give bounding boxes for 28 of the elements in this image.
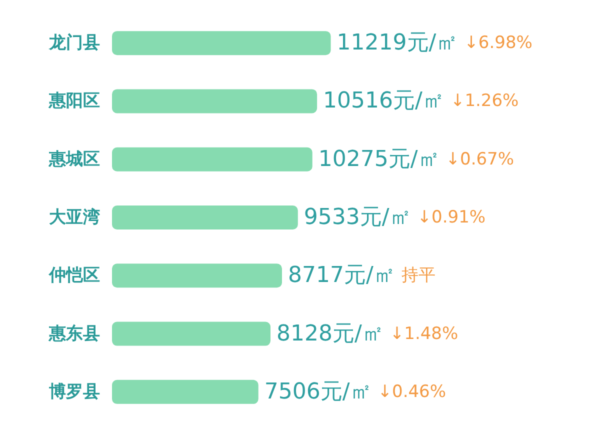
y-tick-label: 惠东县 (48, 324, 100, 344)
bar (112, 206, 298, 230)
text: ↓1.48% (390, 324, 458, 344)
y-tick-label: 惠阳区 (48, 91, 100, 112)
text: ↓6.98% (464, 33, 532, 54)
bar (112, 89, 318, 114)
data-label: 7506元/㎡ (264, 379, 372, 404)
data-label: 11219元/㎡ (336, 30, 458, 56)
text: ↓1.26% (450, 91, 519, 112)
text: ↓0.67% (446, 149, 514, 170)
y-tick-label: 仲恺区 (48, 266, 100, 286)
bar (112, 380, 258, 404)
text: ↓0.91% (417, 208, 486, 228)
y-tick-label: 龙门县 (48, 33, 100, 54)
bar (112, 264, 282, 288)
data-label: 10275元/㎡ (318, 146, 440, 172)
bar (112, 31, 331, 56)
data-label: 9533元/㎡ (304, 205, 412, 230)
bar (112, 322, 270, 346)
y-tick-label: 大亚湾 (49, 208, 100, 228)
data-label: 8717元/㎡ (288, 263, 396, 288)
data-label: 10516元/㎡ (323, 88, 444, 114)
data-label: 8128元/㎡ (276, 321, 384, 346)
y-tick-label: 博罗县 (48, 382, 100, 402)
y-tick-label: 惠城区 (48, 149, 100, 170)
text: 持平 (401, 266, 436, 286)
bar (112, 147, 312, 172)
text: ↓0.46% (378, 382, 446, 402)
